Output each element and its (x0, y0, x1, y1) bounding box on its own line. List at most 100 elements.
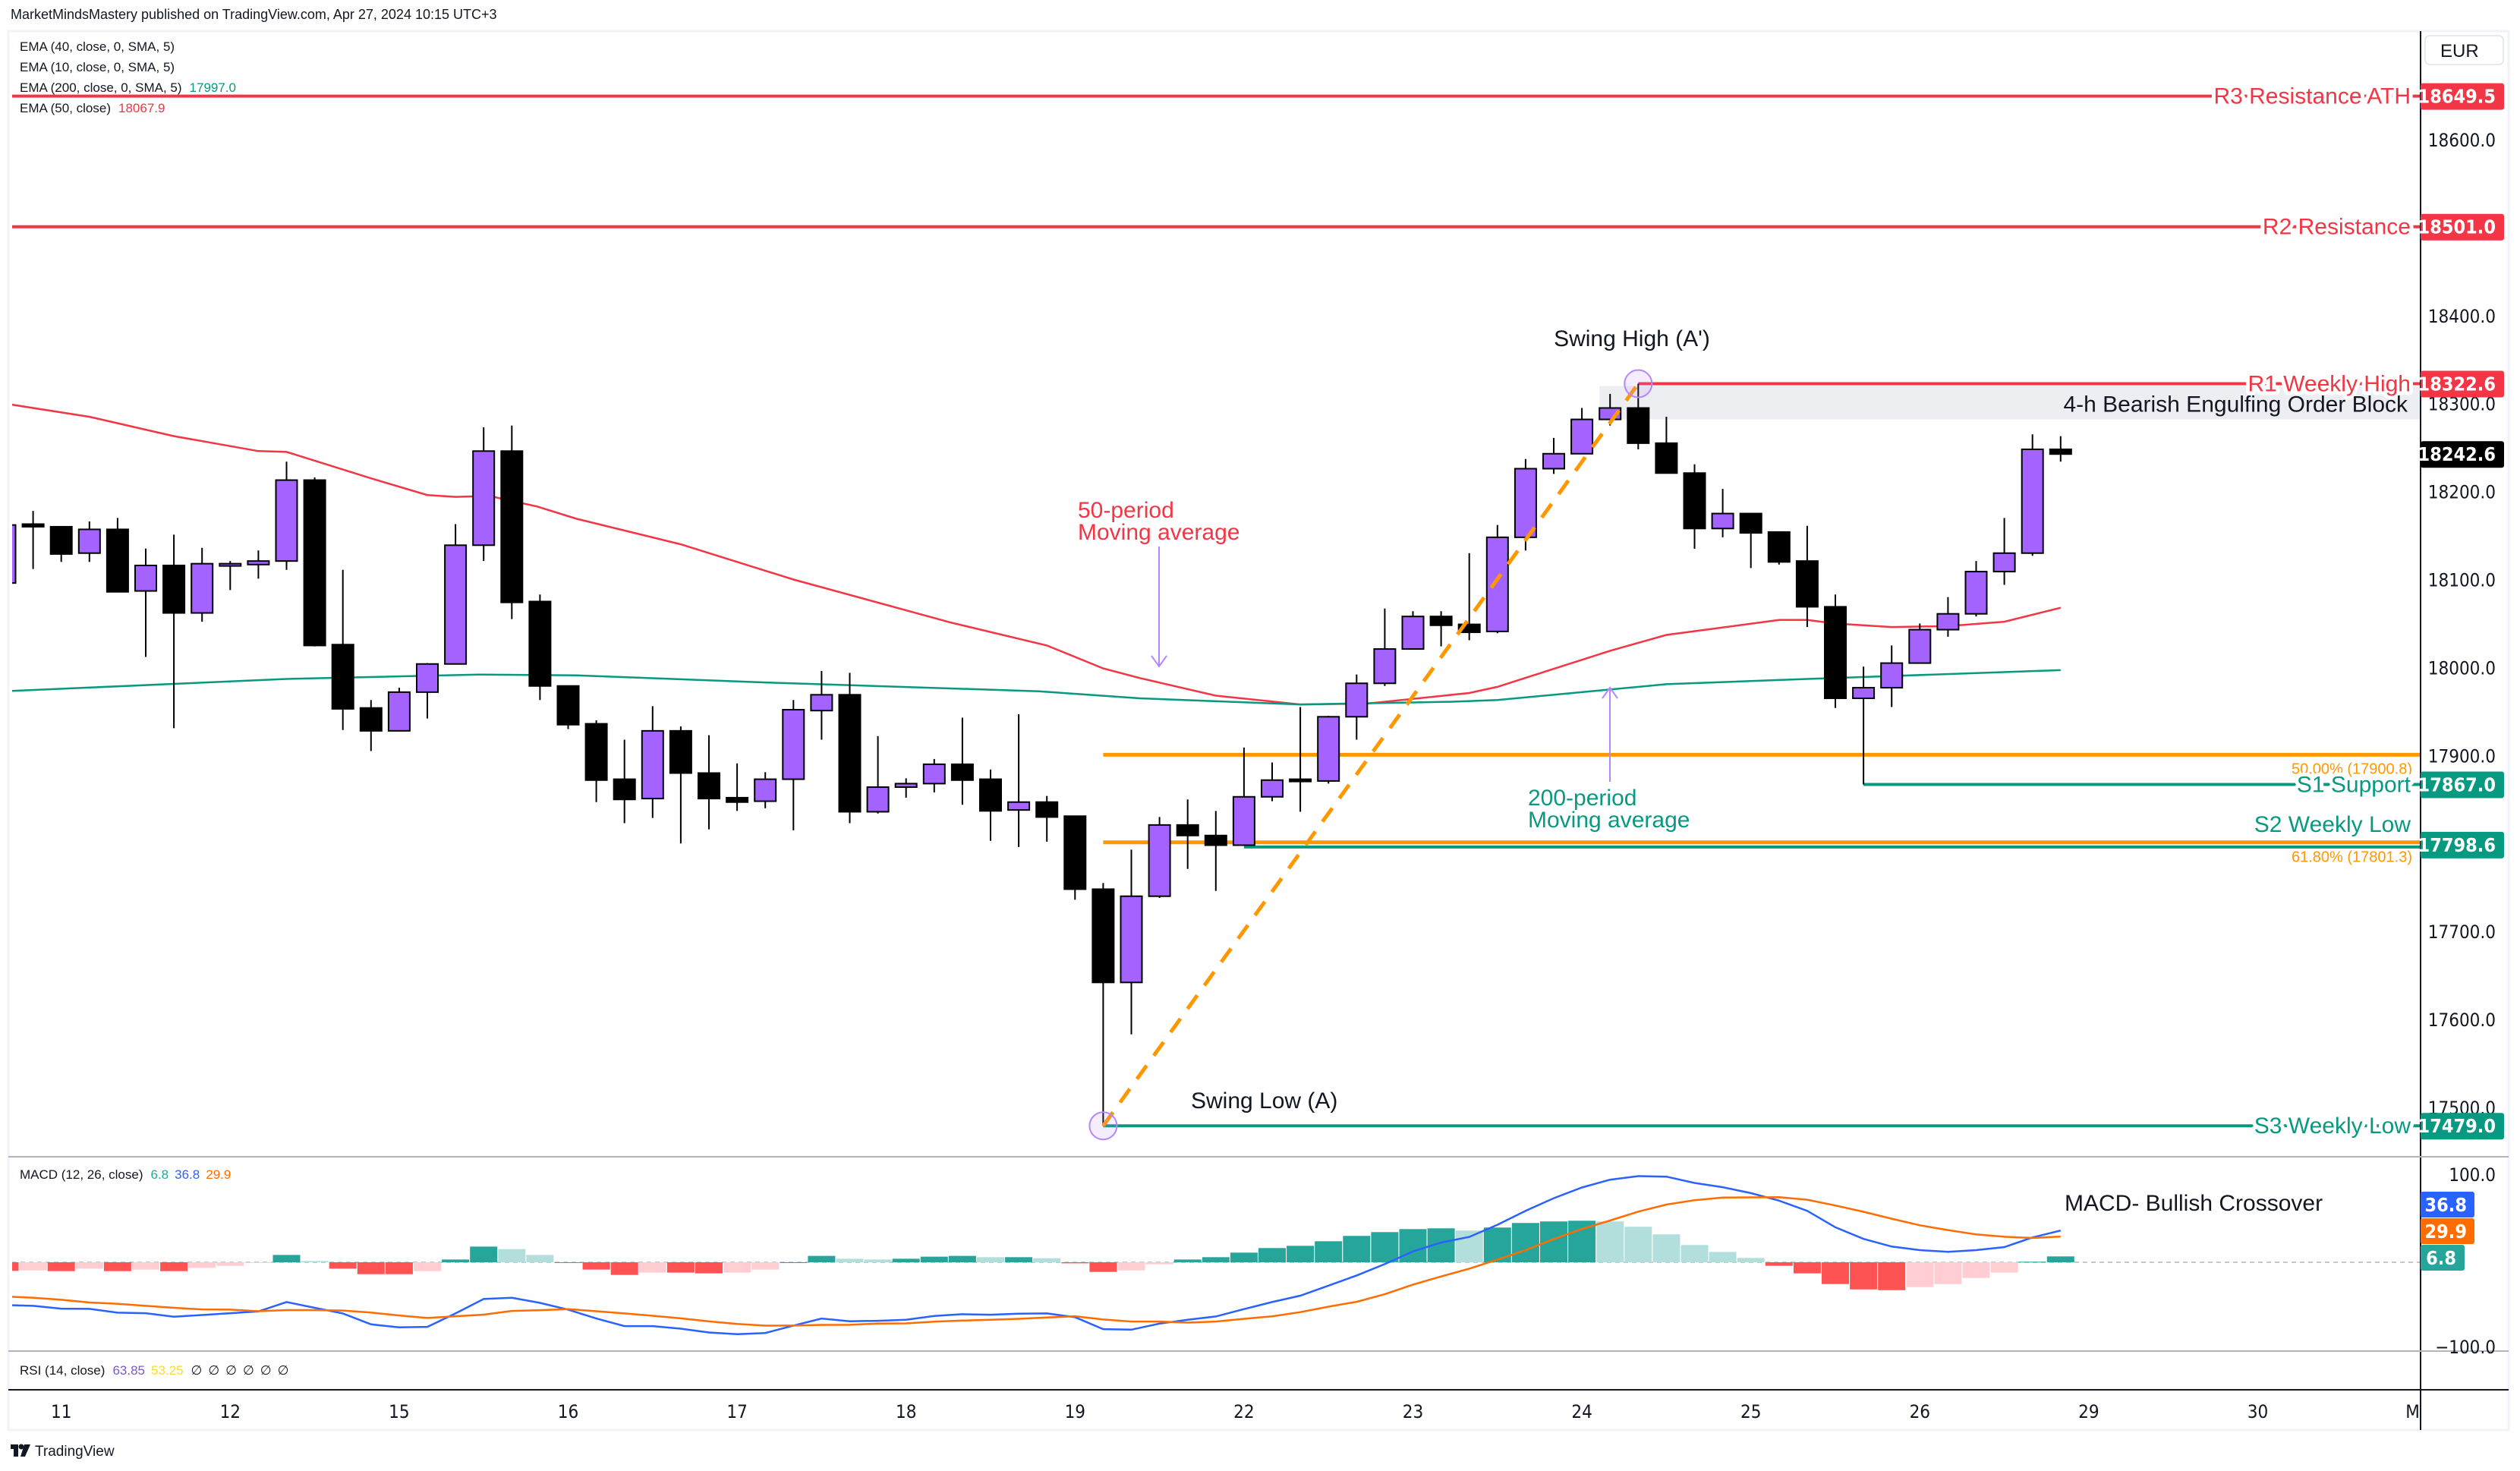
candle[interactable] (894, 778, 918, 798)
candle[interactable] (1148, 817, 1171, 899)
candle[interactable] (0, 522, 17, 584)
s3-label[interactable]: S3 Weekly Low (2251, 1110, 2415, 1142)
r3-label[interactable]: R3 Resistance ATH (2210, 80, 2414, 113)
candle[interactable] (1880, 645, 1904, 707)
s2-label[interactable]: S2 Weekly Low (2254, 812, 2411, 837)
tradingview-logo[interactable]: TradingView (11, 1444, 115, 1460)
s1-label[interactable]: S1 Support (2293, 769, 2415, 802)
candle[interactable] (1992, 518, 2016, 585)
r2-label[interactable]: R2 Resistance (2259, 211, 2414, 244)
candle[interactable] (275, 461, 298, 570)
candle[interactable] (162, 534, 186, 729)
candle[interactable] (698, 735, 720, 830)
r1-label[interactable]: R1 Weekly High (2244, 368, 2414, 401)
candle[interactable] (1091, 883, 1115, 1126)
candle[interactable] (556, 685, 580, 729)
macd-line[interactable] (5, 1175, 2062, 1336)
candle[interactable] (754, 772, 777, 808)
order-block-label[interactable]: 4-h Bearish Engulfing Order Block (2063, 392, 2408, 417)
candle[interactable] (77, 521, 101, 562)
candle[interactable] (584, 720, 608, 802)
candle[interactable] (641, 706, 664, 818)
candle[interactable] (472, 427, 496, 562)
candle[interactable] (1908, 623, 1932, 664)
macd-pane[interactable]: MACD- Bullish Crossover (0, 1175, 2420, 1336)
candle[interactable] (1570, 408, 1594, 455)
candle[interactable] (1007, 713, 1031, 847)
candle[interactable] (303, 477, 326, 647)
candle[interactable] (810, 671, 833, 740)
candle[interactable] (1373, 608, 1397, 686)
legend-ema40[interactable]: EMA (40, close, 0, SMA, 5) (20, 39, 175, 54)
candle[interactable] (1711, 489, 1734, 537)
ma50-note-line1[interactable]: 50-period (1078, 498, 1174, 523)
price-pane[interactable]: R3 Resistance ATH R2 Resistance R1 Weekl… (0, 80, 2420, 1142)
candle[interactable] (444, 524, 468, 665)
candle[interactable] (1176, 799, 1199, 869)
macd-crossover-note[interactable]: MACD- Bullish Crossover (2065, 1191, 2323, 1216)
indicator-legend[interactable]: EMA (40, close, 0, SMA, 5) EMA (10, clos… (20, 39, 236, 115)
candle[interactable] (1739, 512, 1762, 569)
ma50-note-line2[interactable]: Moving average (1078, 520, 1240, 545)
candle[interactable] (191, 547, 214, 622)
swing-high-marker[interactable] (1624, 369, 1653, 398)
candle[interactable] (1936, 597, 1960, 637)
candle[interactable] (387, 688, 411, 732)
candle[interactable] (1627, 383, 1650, 449)
fib-trend-line[interactable] (1101, 383, 1640, 1127)
candle[interactable] (1767, 531, 1791, 565)
candle[interactable] (866, 736, 890, 814)
signal-line[interactable] (5, 1195, 2061, 1327)
candle[interactable] (1542, 437, 1565, 474)
candle[interactable] (1401, 611, 1425, 650)
candle[interactable] (219, 561, 242, 591)
candle[interactable] (416, 663, 439, 719)
candle[interactable] (1964, 561, 1988, 617)
ma200-note-line2[interactable]: Moving average (1528, 808, 1690, 833)
candle[interactable] (134, 548, 157, 657)
currency-button[interactable] (2424, 35, 2504, 65)
candle[interactable] (613, 739, 636, 824)
candle[interactable] (979, 769, 1002, 841)
candle[interactable] (21, 511, 45, 569)
candle[interactable] (1232, 747, 1255, 846)
swing-high-label[interactable]: Swing High (A') (1554, 326, 1710, 351)
candle[interactable] (1683, 464, 1706, 549)
candle[interactable] (247, 550, 270, 579)
candle[interactable] (331, 569, 354, 730)
candle[interactable] (1261, 762, 1284, 802)
candle[interactable] (528, 594, 552, 701)
candle[interactable] (2021, 434, 2044, 556)
candle[interactable] (1345, 674, 1369, 740)
legend-ema50[interactable]: EMA (50, close) 18067.9 (20, 101, 165, 115)
candle[interactable] (106, 518, 129, 593)
swing-low-label[interactable]: Swing Low (A) (1191, 1088, 1337, 1113)
candle[interactable] (1795, 525, 1819, 628)
candle[interactable] (1457, 553, 1481, 641)
candle[interactable] (1035, 795, 1059, 842)
candle[interactable] (1289, 707, 1312, 812)
candle[interactable] (2049, 436, 2072, 462)
candle[interactable] (782, 700, 805, 830)
candle[interactable] (49, 525, 73, 562)
candle[interactable] (1824, 594, 1847, 708)
legend-ema10[interactable]: EMA (10, close, 0, SMA, 5) (20, 60, 175, 74)
candle[interactable] (1120, 849, 1143, 1035)
swing-low-marker[interactable] (1088, 1111, 1118, 1141)
candle[interactable] (1204, 811, 1227, 891)
candle[interactable] (1429, 611, 1453, 647)
candle[interactable] (950, 717, 974, 805)
candle[interactable] (922, 758, 946, 792)
candle[interactable] (359, 700, 383, 751)
macd-legend[interactable]: MACD (12, 26, close) 6.8 36.8 29.9 (20, 1167, 231, 1182)
candle[interactable] (669, 726, 692, 844)
candle[interactable] (1317, 716, 1340, 784)
order-block-zone[interactable] (1599, 386, 2420, 420)
time-axis[interactable]: 11 12 15 16 17 18 19 22 23 24 25 26 29 30 M (51, 1401, 2420, 1422)
candle[interactable] (500, 425, 524, 619)
rsi-legend[interactable]: RSI (14, close) 63.85 53.25 ∅ ∅ ∅ ∅ ∅ ∅ (20, 1363, 288, 1378)
candle[interactable] (1655, 417, 1678, 474)
legend-ema200[interactable]: EMA (200, close, 0, SMA, 5) 17997.0 (20, 80, 236, 95)
candle[interactable] (1063, 815, 1087, 900)
